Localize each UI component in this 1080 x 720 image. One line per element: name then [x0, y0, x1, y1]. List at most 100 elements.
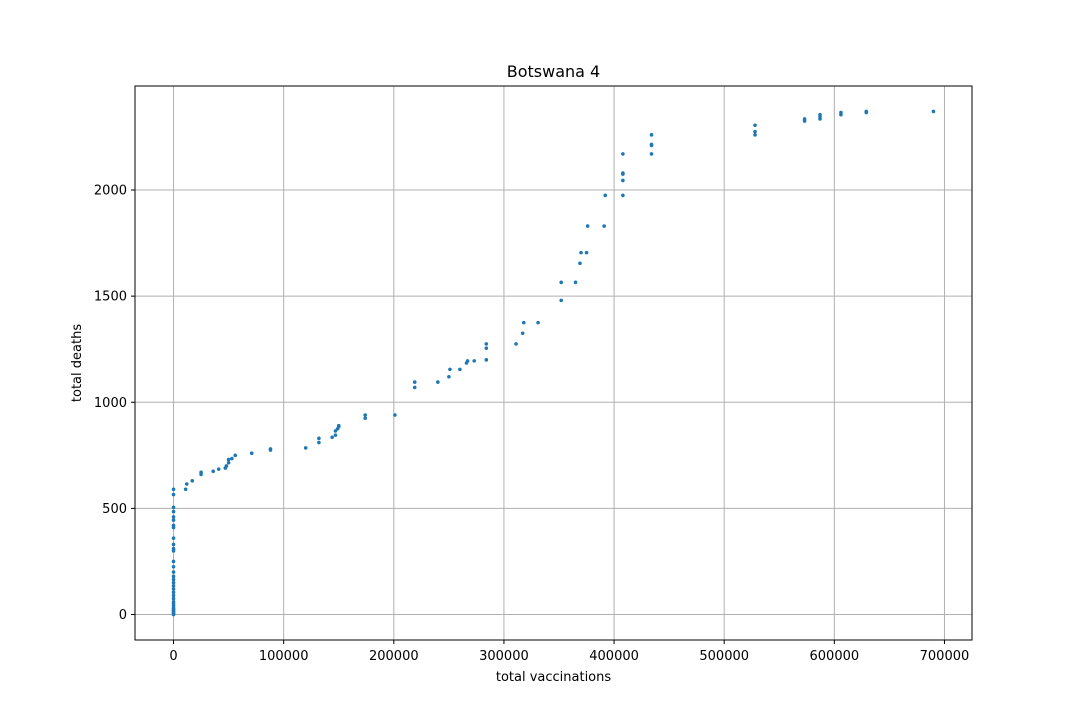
data-point [363, 416, 367, 420]
data-point [802, 117, 807, 121]
data-point [393, 413, 397, 417]
x-tick-label: 400000 [589, 649, 639, 664]
data-point [171, 523, 176, 528]
data-point [578, 261, 582, 266]
data-point [621, 171, 625, 175]
x-tick-label: 700000 [920, 649, 970, 664]
data-point [171, 570, 176, 574]
data-point [230, 456, 234, 461]
data-point [336, 423, 341, 428]
data-point [171, 587, 176, 591]
data-point [818, 112, 822, 117]
data-point [171, 574, 176, 579]
data-point [585, 224, 590, 228]
data-point [447, 374, 451, 379]
data-point [171, 559, 176, 564]
data-point [171, 590, 176, 595]
data-point [171, 492, 176, 497]
data-point [171, 577, 176, 582]
data-point [171, 536, 176, 540]
data-point [521, 320, 526, 325]
y-tick-label: 2000 [94, 184, 127, 199]
data-point [579, 250, 583, 255]
data-point [171, 564, 176, 569]
data-point [171, 599, 176, 604]
data-point [839, 110, 843, 115]
y-axis-label: total deaths [70, 324, 85, 402]
data-point [199, 470, 203, 475]
y-tick-label: 1500 [94, 290, 127, 305]
y-axis-ticks: 0 500 1000 1500 2000 [94, 184, 135, 623]
data-point [448, 367, 452, 372]
x-tick-label: 200000 [369, 649, 419, 664]
data-point [465, 359, 470, 363]
data-point [171, 487, 176, 492]
data-point [363, 413, 367, 417]
x-tick-label: 0 [169, 649, 177, 664]
data-point [484, 346, 489, 350]
data-point [330, 435, 334, 440]
data-point [171, 542, 176, 547]
data-point [226, 457, 231, 462]
data-point [233, 453, 238, 458]
data-point [472, 359, 477, 363]
data-point [484, 342, 489, 346]
x-tick-label: 500000 [699, 649, 749, 664]
data-point [171, 518, 176, 522]
data-point [584, 250, 589, 255]
data-point [171, 515, 176, 519]
data-point [268, 447, 273, 451]
data-point [621, 193, 625, 198]
y-tick-label: 1000 [94, 396, 127, 411]
data-point [216, 467, 221, 471]
x-tick-label: 100000 [259, 649, 309, 664]
data-point [603, 193, 608, 198]
x-tick-label: 300000 [479, 649, 529, 664]
data-point [753, 123, 757, 128]
data-point [183, 487, 188, 492]
chart-title: Botswana 4 [507, 62, 600, 81]
data-point [649, 152, 654, 156]
data-point [211, 469, 215, 474]
data-point [412, 385, 417, 390]
data-point [536, 320, 540, 325]
data-points [171, 109, 936, 617]
data-point [333, 433, 338, 437]
data-point [224, 464, 229, 468]
data-point [249, 451, 254, 456]
data-point [484, 358, 489, 362]
data-point [559, 280, 564, 285]
data-point [621, 178, 625, 183]
data-point [458, 367, 462, 372]
plot-area-frame [134, 85, 973, 641]
data-point [317, 436, 321, 441]
data-point [190, 479, 195, 483]
data-point [520, 331, 525, 336]
data-point [753, 133, 757, 137]
data-point [171, 509, 176, 514]
data-point [602, 224, 606, 228]
data-point [171, 596, 176, 601]
data-point [184, 482, 189, 486]
data-point [931, 109, 936, 114]
data-point [412, 380, 417, 384]
x-axis-ticks: 0 100000 200000 300000 400000 500000 600000 700… [169, 640, 969, 664]
x-axis-label: total vaccinations [496, 670, 612, 685]
data-point [171, 584, 176, 588]
grid-lines [135, 86, 972, 640]
data-point [621, 152, 625, 156]
data-point [317, 440, 321, 445]
data-point [171, 505, 176, 510]
data-point [649, 133, 654, 137]
data-point [753, 129, 757, 134]
data-point [171, 546, 176, 551]
y-tick-label: 500 [102, 502, 127, 517]
data-point [226, 460, 231, 465]
data-point [171, 580, 176, 585]
data-point [514, 342, 518, 346]
data-point [649, 142, 654, 147]
data-point [559, 298, 564, 303]
data-point [573, 280, 578, 285]
